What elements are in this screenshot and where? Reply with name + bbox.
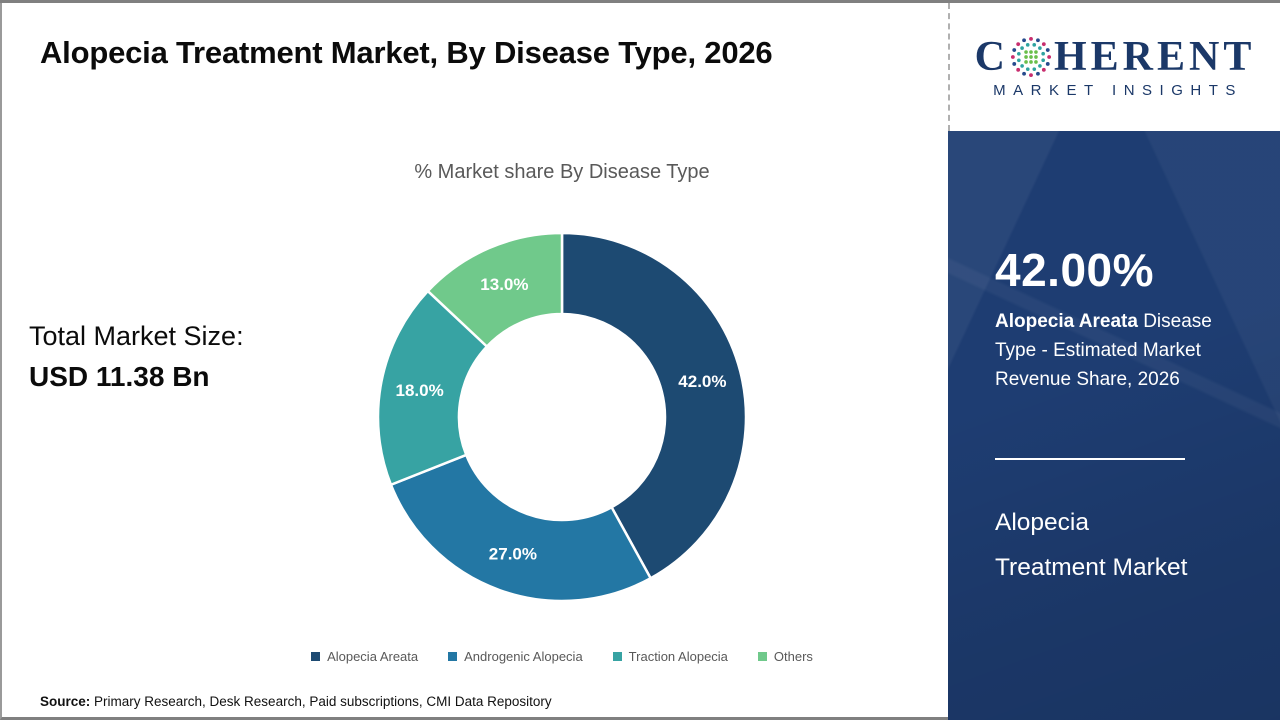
chart-title: % Market share By Disease Type (414, 161, 710, 183)
legend-label: Others (773, 649, 813, 664)
logo-text-c: C (974, 33, 1009, 80)
donut-data-label: 13.0% (480, 275, 528, 294)
sidebar-content: 42.00% Alopecia Areata Disease Type - Es… (995, 243, 1245, 590)
brand-logo: C HERENT MARKET INSIGHTS (948, 3, 1280, 131)
logo-subtitle: MARKET INSIGHTS (993, 81, 1243, 99)
source-text: Primary Research, Desk Research, Paid su… (90, 694, 552, 709)
donut-segment-traction-alopecia (376, 289, 489, 487)
report-market-name: Alopecia Treatment Market (995, 500, 1245, 590)
donut-chart-container: 42.0% 27.0% 18.0% 13.0% (372, 227, 752, 607)
legend-item-alopecia-areata: Alopecia Areata (311, 649, 418, 664)
source-line: Source: Primary Research, Desk Research,… (40, 694, 552, 709)
page-title: Alopecia Treatment Market, By Disease Ty… (40, 35, 773, 70)
total-market-value: USD 11.38 Bn (29, 361, 210, 392)
sidebar-panel: 42.00% Alopecia Areata Disease Type - Es… (948, 131, 1280, 720)
legend-label: Androgenic Alopecia (464, 649, 583, 664)
legend-swatch-icon (612, 652, 622, 661)
donut-data-label: 18.0% (395, 381, 443, 400)
donut-data-label: 27.0% (489, 544, 537, 563)
logo-text-herent: HERENT (1053, 33, 1256, 80)
source-label: Source: (40, 694, 91, 709)
legend-label: Traction Alopecia (628, 649, 728, 664)
donut-segment-alopecia-areata (560, 231, 748, 580)
sidebar: C HERENT MARKET INSIGHTS 42.00% Alopecia… (948, 3, 1280, 720)
legend-label: Alopecia Areata (327, 649, 419, 664)
highlight-stat-value: 42.00% (995, 244, 1155, 296)
highlight-stat-description: Alopecia Areata Disease Type - Estimated… (995, 307, 1245, 394)
brand-logo-wordmark: C HERENT (975, 36, 1256, 78)
report-market-name-line1: Alopecia (995, 509, 1089, 536)
legend-swatch-icon (757, 652, 767, 661)
report-market-name-line2: Treatment Market (995, 554, 1188, 581)
donut-segment-androgenic-alopecia (389, 453, 653, 603)
total-market-label: Total Market Size: (29, 321, 244, 351)
donut-segment-others (426, 231, 564, 349)
total-market-block: Total Market Size: USD 11.38 Bn (29, 321, 244, 393)
donut-data-label: 42.0% (678, 372, 726, 391)
legend-item-others: Others (757, 649, 813, 664)
globe-o-icon (1010, 36, 1052, 77)
legend-item-androgenic-alopecia: Androgenic Alopecia (448, 649, 583, 664)
legend-swatch-icon (448, 652, 458, 661)
legend-item-traction-alopecia: Traction Alopecia (612, 649, 728, 664)
donut-chart: 42.0% 27.0% 18.0% 13.0% (376, 231, 748, 603)
stat-description-rest: Disease Type - Estimated Market Revenue … (995, 311, 1212, 390)
main-chart-area: Alopecia Treatment Market, By Disease Ty… (0, 3, 948, 720)
divider-line (995, 458, 1185, 460)
legend-swatch-icon (311, 652, 321, 661)
stat-segment-name: Alopecia Areata (995, 311, 1138, 332)
chart-legend: Alopecia Areata Androgenic Alopecia Tracti… (172, 649, 952, 664)
